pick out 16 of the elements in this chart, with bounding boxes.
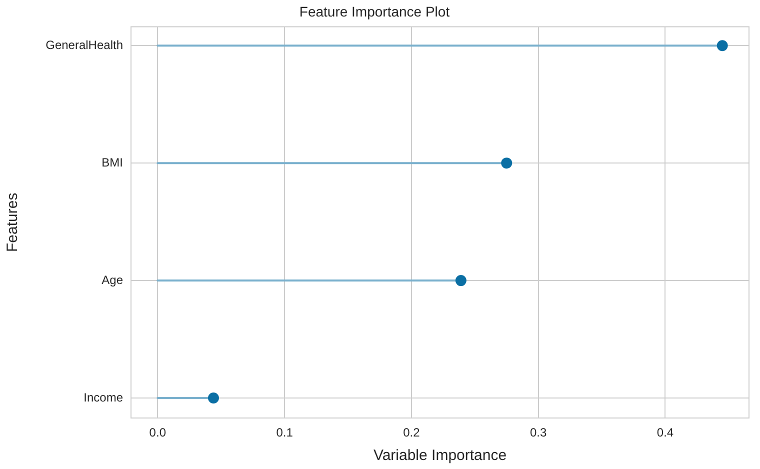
y-tick-label: BMI (102, 155, 123, 170)
x-tick-label: 0.2 (403, 426, 420, 440)
point (501, 158, 512, 169)
point (716, 40, 728, 52)
x-tick-label: 0.3 (530, 426, 548, 440)
y-axis-title: Features (4, 192, 22, 252)
x-tick-label: 0.0 (149, 426, 166, 440)
x-tick-label: 0.4 (656, 426, 674, 440)
y-tick-label: Income (84, 390, 124, 404)
point (455, 275, 466, 286)
y-tick-label: Age (102, 272, 124, 287)
x-tick-label: 0.1 (276, 426, 294, 440)
y-tick-label: GeneralHealth (46, 38, 123, 52)
point (208, 392, 219, 404)
x-axis-title: Variable Importance (373, 447, 507, 464)
chart-title: Feature Importance Plot (299, 3, 450, 20)
